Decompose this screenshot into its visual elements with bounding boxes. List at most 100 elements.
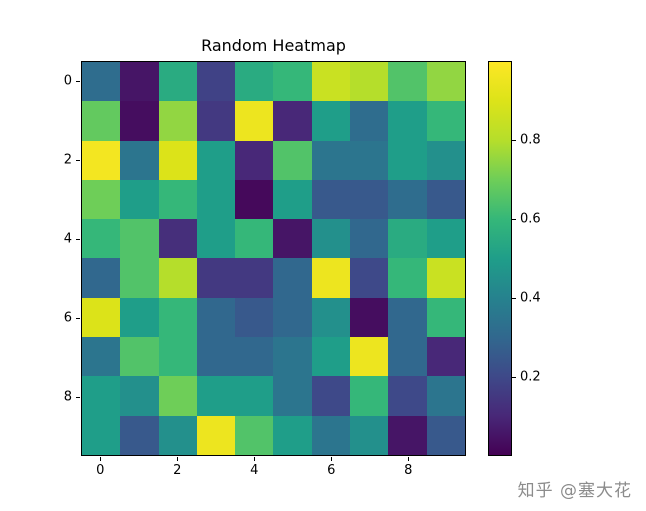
colorbar-tick-mark bbox=[512, 219, 516, 220]
heatmap-cell bbox=[388, 219, 427, 259]
heatmap-cell bbox=[350, 258, 389, 298]
heatmap-cell bbox=[388, 337, 427, 377]
colorbar-tick-mark bbox=[512, 377, 516, 378]
heatmap-cell bbox=[350, 62, 389, 102]
heatmap-cell bbox=[350, 219, 389, 259]
heatmap-cell bbox=[311, 337, 351, 377]
heatmap-cell bbox=[158, 101, 197, 141]
heatmap-cell bbox=[426, 258, 465, 298]
heatmap-cell bbox=[388, 297, 427, 338]
heatmap-cell bbox=[388, 179, 427, 220]
heatmap-cell bbox=[196, 376, 236, 416]
heatmap-cell bbox=[82, 415, 121, 455]
heatmap-cell bbox=[120, 376, 159, 416]
y-tick-mark bbox=[76, 238, 80, 240]
heatmap-cell bbox=[235, 101, 274, 141]
x-tick-mark bbox=[100, 457, 102, 461]
y-tick-label: 8 bbox=[63, 389, 72, 405]
heatmap-cell bbox=[235, 415, 274, 455]
colorbar-tick-mark bbox=[512, 140, 516, 141]
heatmap-cell bbox=[426, 179, 465, 220]
heatmap-cell bbox=[426, 101, 465, 141]
heatmap-cell bbox=[82, 297, 121, 338]
heatmap-cell bbox=[235, 297, 274, 338]
watermark: 知乎 @塞大花 bbox=[517, 481, 632, 501]
heatmap-cell bbox=[426, 62, 465, 102]
colorbar bbox=[488, 61, 512, 456]
heatmap-cell bbox=[235, 62, 274, 102]
heatmap-cell bbox=[82, 140, 121, 180]
heatmap-cell bbox=[235, 179, 274, 220]
heatmap-cell bbox=[426, 337, 465, 377]
y-tick-label: 6 bbox=[63, 310, 72, 326]
heatmap-cell bbox=[311, 415, 351, 455]
heatmap-cell bbox=[196, 258, 236, 298]
colorbar-tick-label: 0.8 bbox=[520, 132, 541, 148]
x-tick-label: 2 bbox=[173, 463, 182, 478]
heatmap-cell bbox=[273, 337, 312, 377]
colorbar-tick-label: 0.2 bbox=[520, 369, 541, 385]
y-tick-label: 0 bbox=[63, 73, 72, 89]
heatmap-cell bbox=[311, 297, 351, 338]
heatmap-cell bbox=[196, 219, 236, 259]
x-tick-mark bbox=[177, 457, 179, 461]
chart-title: Random Heatmap bbox=[201, 36, 346, 55]
heatmap-cell bbox=[120, 140, 159, 180]
y-tick-mark bbox=[76, 80, 80, 82]
y-tick-mark bbox=[76, 317, 80, 319]
heatmap-cell bbox=[350, 179, 389, 220]
heatmap-cell bbox=[120, 337, 159, 377]
heatmap-cell bbox=[158, 337, 197, 377]
heatmap-cell bbox=[273, 101, 312, 141]
heatmap-cell bbox=[350, 337, 389, 377]
heatmap-cell bbox=[196, 140, 236, 180]
heatmap-cell bbox=[235, 258, 274, 298]
heatmap-cell bbox=[120, 415, 159, 455]
heatmap-cell bbox=[120, 297, 159, 338]
heatmap-cell bbox=[426, 297, 465, 338]
heatmap-cell bbox=[388, 258, 427, 298]
heatmap-cell bbox=[311, 376, 351, 416]
x-tick-mark bbox=[331, 457, 333, 461]
heatmap-cell bbox=[388, 140, 427, 180]
heatmap-cell bbox=[273, 258, 312, 298]
x-tick-mark bbox=[254, 457, 256, 461]
heatmap-cell bbox=[388, 62, 427, 102]
heatmap-cell bbox=[311, 62, 351, 102]
heatmap-cell bbox=[158, 219, 197, 259]
heatmap-cell bbox=[158, 62, 197, 102]
x-tick-label: 0 bbox=[96, 463, 105, 478]
heatmap-cell bbox=[350, 297, 389, 338]
heatmap-cell bbox=[350, 415, 389, 455]
heatmap-grid bbox=[81, 61, 466, 456]
heatmap-cell bbox=[158, 415, 197, 455]
heatmap-cell bbox=[426, 219, 465, 259]
heatmap-cell bbox=[120, 101, 159, 141]
x-tick-label: 6 bbox=[327, 463, 336, 478]
heatmap-cell bbox=[120, 219, 159, 259]
heatmap-cell bbox=[235, 219, 274, 259]
heatmap-cell bbox=[273, 219, 312, 259]
heatmap-cell bbox=[196, 179, 236, 220]
heatmap-cell bbox=[350, 101, 389, 141]
heatmap-cell bbox=[196, 415, 236, 455]
heatmap-cell bbox=[350, 140, 389, 180]
heatmap-cell bbox=[196, 297, 236, 338]
heatmap-cell bbox=[426, 376, 465, 416]
y-tick-mark bbox=[76, 396, 80, 398]
heatmap-cell bbox=[235, 376, 274, 416]
heatmap-cell bbox=[120, 62, 159, 102]
heatmap-cell bbox=[273, 415, 312, 455]
heatmap-cell bbox=[273, 62, 312, 102]
x-tick-mark bbox=[408, 457, 410, 461]
heatmap-cell bbox=[82, 101, 121, 141]
heatmap-cell bbox=[235, 140, 274, 180]
heatmap-cell bbox=[158, 179, 197, 220]
heatmap-cell bbox=[235, 337, 274, 377]
heatmap-cell bbox=[82, 219, 121, 259]
y-tick-label: 2 bbox=[63, 152, 72, 168]
x-tick-label: 8 bbox=[404, 463, 413, 478]
y-tick-mark bbox=[76, 159, 80, 161]
heatmap-cell bbox=[82, 258, 121, 298]
